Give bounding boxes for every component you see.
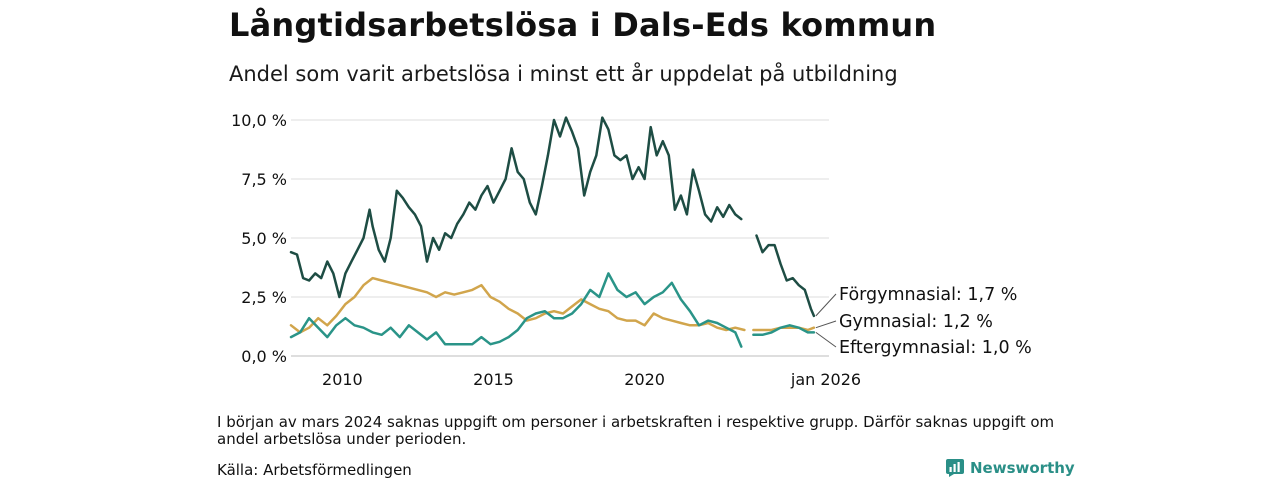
x-tick-label: 2020 [624,370,665,389]
source-text: Källa: Arbetsförmedlingen [217,461,412,479]
x-tick-label: 2010 [322,370,363,389]
y-tick-label: 2,5 % [241,288,287,307]
gridlines [291,119,829,357]
chart-subtitle: Andel som varit arbetslösa i minst ett å… [229,62,898,86]
end-labels: Förgymnasial: 1,7 % Gymnasial: 1,2 % Efter… [815,285,1032,358]
x-axis-ticks: 2010 2015 2020 jan 2026 [322,370,861,389]
y-tick-label: 0,0 % [241,347,287,366]
end-label-gymnasial: Gymnasial: 1,2 % [839,312,993,332]
series-line-eftergymnasial [289,272,816,348]
footnote: I början av mars 2024 saknas uppgift om … [217,413,1055,448]
end-label-eftergymnasial: Eftergymnasial: 1,0 % [839,338,1032,358]
y-tick-label: 10,0 % [231,111,287,130]
series-lines [289,116,816,348]
newsworthy-logo-icon [946,459,964,477]
chart-title: Långtidsarbetslösa i Dals-Eds kommun [229,6,937,44]
x-tick-label: jan 2026 [790,370,861,389]
brand-name: Newsworthy [970,459,1075,477]
x-tick-label: 2015 [473,370,514,389]
brand-logo[interactable]: Newsworthy [946,459,1075,477]
leader-line [815,293,837,317]
leader-line [815,320,837,329]
y-tick-label: 5,0 % [241,229,287,248]
y-axis-ticks: 0,0 % 2,5 % 5,0 % 7,5 % 10,0 % [231,111,287,366]
series-line-gymnasial [289,276,816,334]
y-tick-label: 7,5 % [241,170,287,189]
end-label-förgymnasial: Förgymnasial: 1,7 % [839,285,1017,305]
series-line-förgymnasial [289,116,816,318]
leader-line [815,331,837,348]
